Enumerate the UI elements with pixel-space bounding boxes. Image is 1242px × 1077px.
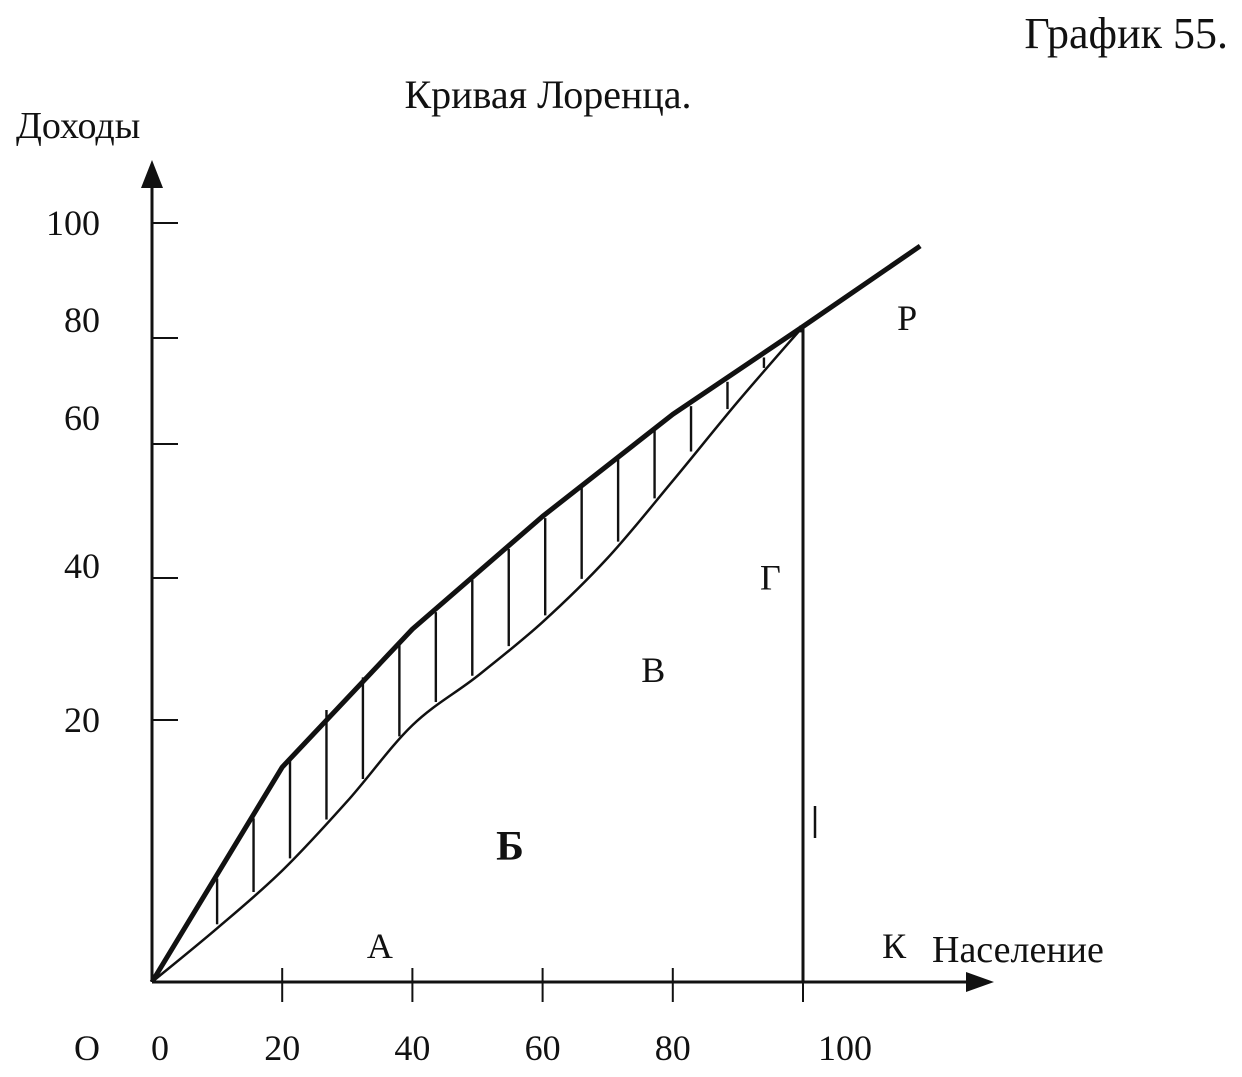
chart-subtitle: Кривая Лоренца. bbox=[404, 72, 691, 117]
lorenz-curve bbox=[151, 325, 804, 983]
y-tick-label-80: 80 bbox=[64, 300, 100, 340]
hatching-group bbox=[215, 325, 802, 925]
labels-group: 20 40 60 80 100 0 20 40 60 80 100 А Б В Г Р К bbox=[46, 203, 917, 1068]
x-axis-arrow-icon bbox=[966, 972, 994, 992]
x-tick-label-100: 100 bbox=[818, 1028, 872, 1068]
y-axis-arrow-icon bbox=[141, 160, 163, 188]
series-group bbox=[149, 243, 922, 984]
x-tick-label-80: 80 bbox=[655, 1028, 691, 1068]
chart-title: График 55. bbox=[1024, 9, 1228, 58]
x-tick-label-0: 0 bbox=[151, 1028, 169, 1068]
point-label-Р: Р bbox=[897, 298, 917, 338]
y-tick-label-20: 20 bbox=[64, 700, 100, 740]
point-label-Б: Б bbox=[496, 824, 524, 870]
x-tick-label-60: 60 bbox=[525, 1028, 561, 1068]
y-tick-label-100: 100 bbox=[46, 203, 100, 243]
equality-line bbox=[149, 243, 922, 984]
x-axis-label: Население bbox=[932, 929, 1104, 971]
origin-label: O bbox=[74, 1028, 100, 1068]
x-tick-label-20: 20 bbox=[264, 1028, 300, 1068]
y-tick-label-60: 60 bbox=[64, 398, 100, 438]
point-label-В: В bbox=[641, 650, 665, 690]
point-label-К: К bbox=[882, 926, 907, 966]
point-label-А: А bbox=[367, 926, 393, 966]
y-tick-label-40: 40 bbox=[64, 546, 100, 586]
x-tick-label-40: 40 bbox=[394, 1028, 430, 1068]
point-label-Г: Г bbox=[760, 558, 781, 598]
axes-group bbox=[141, 160, 994, 1002]
y-axis-label: Доходы bbox=[16, 105, 140, 147]
